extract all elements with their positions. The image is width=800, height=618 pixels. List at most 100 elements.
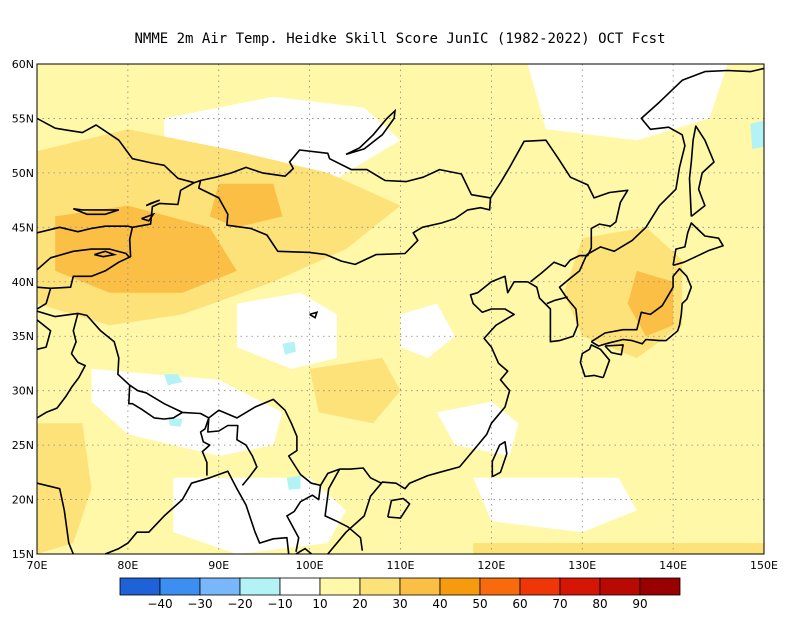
colorbar-swatch-7 xyxy=(399,577,441,596)
lat-tick-label: 35N xyxy=(12,330,34,343)
skill-region-19 xyxy=(750,120,764,149)
map-frame xyxy=(36,63,765,555)
map-plot-area xyxy=(37,64,764,617)
colorbar-label: 10 xyxy=(312,597,327,611)
lon-tick-label: 120E xyxy=(477,559,505,572)
lat-tick-label: 15N xyxy=(12,548,34,561)
lake-outline-3 xyxy=(309,311,319,319)
skill-region-2 xyxy=(527,64,728,141)
colorbar-swatch-1 xyxy=(159,577,201,596)
country-border-2 xyxy=(37,225,133,234)
colorbar-swatch-5 xyxy=(319,577,361,596)
skill-score-shading xyxy=(37,64,764,554)
lon-tick-label: 100E xyxy=(296,559,324,572)
lon-tick-label: 130E xyxy=(568,559,596,572)
skill-region-11 xyxy=(37,423,92,554)
skill-region-13 xyxy=(473,543,764,554)
coastline-1 xyxy=(104,470,290,554)
colorbar-label: −40 xyxy=(147,597,172,611)
coastline-9 xyxy=(672,222,724,267)
colorbar-label: 40 xyxy=(432,597,447,611)
colorbar-label: −20 xyxy=(227,597,252,611)
country-border-11 xyxy=(324,468,364,551)
country-border-4 xyxy=(37,117,195,184)
coastline-4 xyxy=(527,254,588,343)
color-scale-legend: −40 −30 −20 −10 10 20 30 40 50 60 70 80 90 xyxy=(119,577,681,611)
colorbar-label: 30 xyxy=(392,597,407,611)
country-border-12 xyxy=(37,319,52,351)
skill-region-8 xyxy=(473,477,637,533)
latitude-tick-labels: 15N 20N 25N 30N 35N 40N 45N 50N 55N 60N xyxy=(12,58,34,561)
colorbar-swatch-0 xyxy=(119,577,161,596)
country-border-3 xyxy=(37,248,131,271)
country-border-7 xyxy=(207,417,258,486)
colorbar-swatch-13 xyxy=(639,577,681,596)
country-border-1 xyxy=(37,149,492,290)
colorbar-label: 60 xyxy=(512,597,527,611)
lake-outline-2 xyxy=(94,250,118,258)
colorbar-label: −10 xyxy=(267,597,292,611)
skill-region-12 xyxy=(309,358,401,424)
lat-tick-label: 60N xyxy=(12,58,34,71)
colorbar-swatch-9 xyxy=(479,577,521,596)
coastline-12 xyxy=(387,497,411,519)
skill-region-5 xyxy=(400,303,455,358)
colorbar-swatch-8 xyxy=(439,577,481,596)
coastline-5 xyxy=(586,67,764,256)
colorbar-label: −30 xyxy=(187,597,212,611)
country-border-0 xyxy=(37,310,382,487)
country-border-5 xyxy=(489,139,629,283)
skill-region-3 xyxy=(236,292,337,369)
country-border-14 xyxy=(37,288,52,310)
lon-tick-label: 140E xyxy=(659,559,687,572)
lake-outline-0 xyxy=(345,108,397,156)
colorbar-label: 80 xyxy=(592,597,607,611)
skill-region-21 xyxy=(168,417,183,427)
lat-tick-label: 45N xyxy=(12,221,34,234)
colorbar-swatch-6 xyxy=(359,577,401,596)
coastline-8 xyxy=(590,267,693,347)
colorbar-label: 90 xyxy=(632,597,647,611)
lat-tick-label: 50N xyxy=(12,167,34,180)
lat-tick-label: 55N xyxy=(12,112,34,125)
coastline-3 xyxy=(327,275,528,554)
lat-tick-label: 30N xyxy=(12,385,34,398)
lon-tick-label: 80E xyxy=(117,559,138,572)
country-border-10 xyxy=(286,485,322,552)
colorbar-swatch-11 xyxy=(559,577,601,596)
skill-region-20 xyxy=(286,475,301,490)
coastline-and-border-lines xyxy=(37,67,764,617)
lon-tick-label: 90E xyxy=(208,559,229,572)
colorbar-swatch-12 xyxy=(599,577,641,596)
lat-tick-label: 40N xyxy=(12,276,34,289)
skill-region-7 xyxy=(173,477,346,554)
lake-outline-4 xyxy=(145,199,160,207)
lon-tick-label: 110E xyxy=(387,559,415,572)
lake-outline-5 xyxy=(141,212,156,222)
country-border-8 xyxy=(199,417,211,476)
lake-outline-1 xyxy=(73,208,120,216)
coastline-0 xyxy=(37,482,75,554)
country-border-13 xyxy=(37,313,86,419)
lon-tick-label: 150E xyxy=(750,559,778,572)
coastline-7 xyxy=(604,344,624,356)
colorbar-label: 20 xyxy=(352,597,367,611)
colorbar-swatch-3 xyxy=(239,577,281,596)
colorbar-label: 50 xyxy=(472,597,487,611)
colorbar-swatch-4 xyxy=(279,577,321,596)
map-title: NMME 2m Air Temp. Heidke Skill Score Jun… xyxy=(134,31,665,47)
colorbar-swatch-2 xyxy=(199,577,241,596)
coastline-6 xyxy=(579,344,611,379)
skill-region-17 xyxy=(164,374,183,386)
country-border-6 xyxy=(546,296,568,305)
coastline-10 xyxy=(688,125,715,218)
coastline-11 xyxy=(491,440,508,478)
coastline-13 xyxy=(128,611,136,617)
country-border-9 xyxy=(128,385,183,420)
longitude-tick-labels: 70E 80E 90E 100E 110E 120E 130E 140E 150E xyxy=(27,559,778,572)
lat-tick-label: 20N xyxy=(12,494,34,507)
colorbar-label: 70 xyxy=(552,597,567,611)
colorbar-swatch-10 xyxy=(519,577,561,596)
lat-tick-label: 25N xyxy=(12,439,34,452)
